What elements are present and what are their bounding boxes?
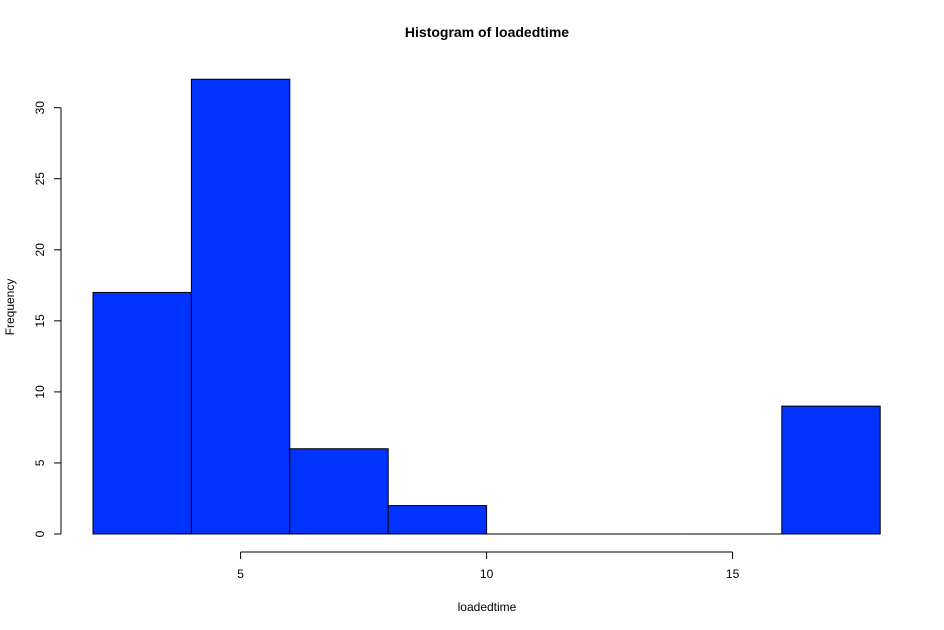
bars-group	[92, 78, 881, 535]
histogram-bar-2	[190, 78, 291, 535]
y-axis-label: Frequency	[3, 279, 17, 336]
y-tick-label-30: 30	[33, 101, 47, 115]
histogram-bar-3	[289, 448, 389, 535]
y-tick-label-10: 10	[33, 385, 47, 399]
y-tick-label-0: 0	[33, 530, 47, 537]
histogram-bar-4	[387, 505, 488, 535]
x-axis-label: loadedtime	[458, 600, 517, 614]
x-tick-label-5: 5	[237, 567, 244, 581]
y-axis: 0 5 10 15 20 25 30	[33, 101, 62, 537]
x-tick-label-15: 15	[726, 567, 740, 581]
x-axis: 5 10 15	[237, 551, 740, 581]
y-tick-label-25: 25	[33, 172, 47, 186]
y-tick-label-5: 5	[33, 459, 47, 466]
y-tick-label-20: 20	[33, 243, 47, 257]
histogram-bar-8	[781, 405, 881, 535]
y-tick-label-15: 15	[33, 314, 47, 328]
chart-title: Histogram of loadedtime	[405, 24, 569, 40]
histogram-bar-1	[92, 291, 192, 535]
x-tick-label-10: 10	[480, 567, 494, 581]
